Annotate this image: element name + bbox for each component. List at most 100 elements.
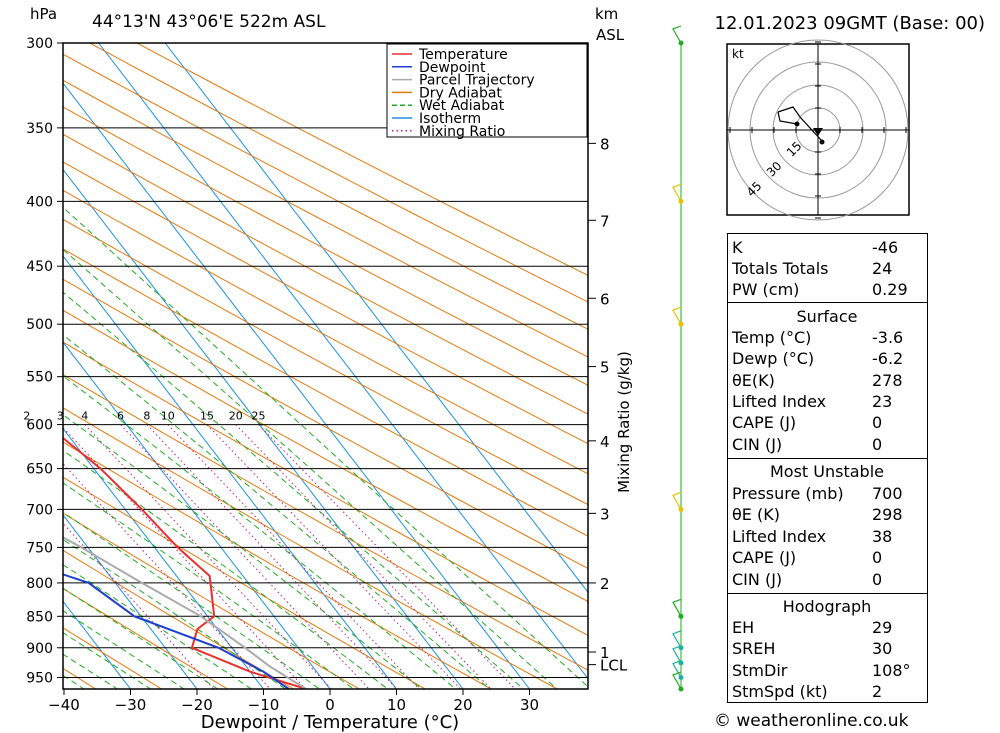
mixing-ratio-line bbox=[235, 424, 492, 689]
surface-label: Dewp (°C) bbox=[732, 349, 815, 368]
height-unit-label: km bbox=[595, 5, 618, 23]
wet-adiabat-line bbox=[63, 538, 287, 689]
wet-adiabat-line bbox=[63, 674, 85, 689]
hodo-label: EH bbox=[732, 618, 755, 637]
mu-label: Pressure (mb) bbox=[732, 484, 844, 503]
wet-adiabat-line bbox=[63, 375, 457, 689]
surface-value: 278 bbox=[872, 371, 903, 390]
isotherm-line bbox=[63, 255, 397, 689]
surface-value: 0 bbox=[872, 413, 883, 432]
wind-barb bbox=[672, 645, 682, 664]
temperature-tick-label: 20 bbox=[453, 696, 472, 714]
height-tick-label: 3 bbox=[600, 505, 610, 523]
mu-row: Lifted Index 38 bbox=[728, 526, 926, 547]
hodo-label: SREH bbox=[732, 639, 776, 658]
divider bbox=[728, 458, 927, 459]
hodograph-trace bbox=[777, 111, 798, 125]
pressure-tick-label: 450 bbox=[26, 259, 53, 275]
wind-barb bbox=[672, 183, 682, 202]
pressure-tick-label: 850 bbox=[26, 609, 53, 625]
height-tick-label: 8 bbox=[600, 135, 610, 153]
temperature-profile bbox=[63, 436, 307, 689]
legend-entry-label: Temperature bbox=[418, 47, 508, 63]
legend-entry-label: Isotherm bbox=[419, 111, 481, 127]
dry-adiabat-line bbox=[63, 161, 588, 445]
dry-adiabat-line bbox=[63, 53, 588, 330]
pressure-tick-label: 650 bbox=[26, 462, 53, 478]
pressure-tick-label: 400 bbox=[26, 194, 53, 210]
index-row-k: K -46 bbox=[728, 237, 926, 258]
dewpoint-profile bbox=[63, 573, 290, 689]
dry-adiabat-line bbox=[63, 248, 588, 537]
hodo-label: StmDir bbox=[732, 661, 788, 680]
hodo-row: EH 29 bbox=[728, 617, 926, 638]
mixing-ratio-label: 4 bbox=[81, 410, 88, 423]
temperature-tick-label: −30 bbox=[115, 696, 147, 714]
dry-adiabat-line bbox=[63, 407, 558, 689]
dry-adiabat-line bbox=[63, 341, 588, 636]
wet-adiabat-line bbox=[63, 610, 186, 689]
hodograph-params-title: Hodograph bbox=[782, 597, 872, 616]
dry-adiabat-line bbox=[63, 79, 588, 358]
index-label: Totals Totals bbox=[732, 259, 829, 278]
surface-row: Dewp (°C) -6.2 bbox=[728, 348, 926, 369]
mu-row: θE (K) 298 bbox=[728, 504, 926, 525]
mixing-ratio-line bbox=[146, 424, 398, 689]
isotherm-line bbox=[63, 427, 264, 689]
dry-adiabat-line bbox=[63, 278, 588, 570]
surface-row: Lifted Index 23 bbox=[728, 391, 926, 412]
surface-title: Surface bbox=[796, 307, 858, 326]
mu-value: 38 bbox=[872, 527, 893, 546]
mu-row: CIN (J) 0 bbox=[728, 569, 926, 590]
dry-adiabat-line bbox=[63, 309, 588, 603]
temperature-tick-label: −40 bbox=[48, 696, 80, 714]
hodograph-unit-label: kt bbox=[732, 47, 744, 61]
hodo-row: StmDir 108° bbox=[728, 660, 926, 681]
pressure-tick-label: 550 bbox=[26, 370, 53, 386]
height-tick-label: 4 bbox=[600, 433, 610, 451]
mu-label: Lifted Index bbox=[732, 527, 827, 546]
index-value: -46 bbox=[872, 238, 899, 257]
surface-value: -6.2 bbox=[872, 349, 904, 368]
surface-label: Temp (°C) bbox=[732, 328, 812, 347]
height-tick-label: 5 bbox=[600, 359, 610, 377]
pressure-tick-label: 300 bbox=[26, 36, 53, 52]
parcel-trajectory-profile bbox=[63, 536, 307, 689]
wet-adiabat-line bbox=[63, 564, 253, 689]
wind-barb bbox=[672, 306, 682, 325]
mixing-ratio-label: 20 bbox=[229, 410, 243, 423]
surface-row: Temp (°C) -3.6 bbox=[728, 327, 926, 348]
index-value: 0.29 bbox=[872, 280, 908, 299]
dry-adiabat-line bbox=[63, 133, 588, 415]
mu-value: 700 bbox=[872, 484, 903, 503]
pressure-tick-label: 750 bbox=[26, 540, 53, 556]
dry-adiabat-line bbox=[63, 218, 588, 506]
plot-area bbox=[63, 43, 588, 689]
isotherm-line bbox=[63, 168, 464, 689]
footer-credit[interactable]: © weatheronline.co.uk bbox=[714, 711, 909, 731]
mixing-ratio-label: 15 bbox=[200, 410, 214, 423]
pressure-tick-label: 900 bbox=[26, 641, 53, 657]
hodo-row: SREH 30 bbox=[728, 638, 926, 659]
x-axis-label: Dewpoint / Temperature (°C) bbox=[201, 712, 459, 733]
hodo-value: 2 bbox=[872, 682, 883, 701]
surface-value: 23 bbox=[872, 392, 893, 411]
location-title: 44°13'N 43°06'E 522m ASL bbox=[92, 12, 326, 32]
dry-adiabat-line bbox=[63, 189, 588, 475]
mu-value: 0 bbox=[872, 570, 883, 589]
mu-label: θE (K) bbox=[732, 505, 780, 524]
surface-value: -3.6 bbox=[872, 328, 904, 347]
storm-motion-icon bbox=[813, 128, 823, 136]
temperature-tick-label: −20 bbox=[181, 696, 213, 714]
isotherm-line bbox=[63, 82, 530, 689]
legend-entry-label: Wet Adiabat bbox=[419, 98, 505, 114]
index-row-totals: Totals Totals 24 bbox=[728, 258, 926, 279]
mixing-ratio-label: 6 bbox=[117, 410, 124, 423]
wet-adiabat-line bbox=[63, 482, 355, 689]
hodo-value: 29 bbox=[872, 618, 893, 637]
mixing-ratio-label: 25 bbox=[252, 410, 266, 423]
surface-label: Lifted Index bbox=[732, 392, 827, 411]
mixing-ratio-line bbox=[63, 522, 215, 689]
most-unstable-title: Most Unstable bbox=[770, 462, 884, 481]
